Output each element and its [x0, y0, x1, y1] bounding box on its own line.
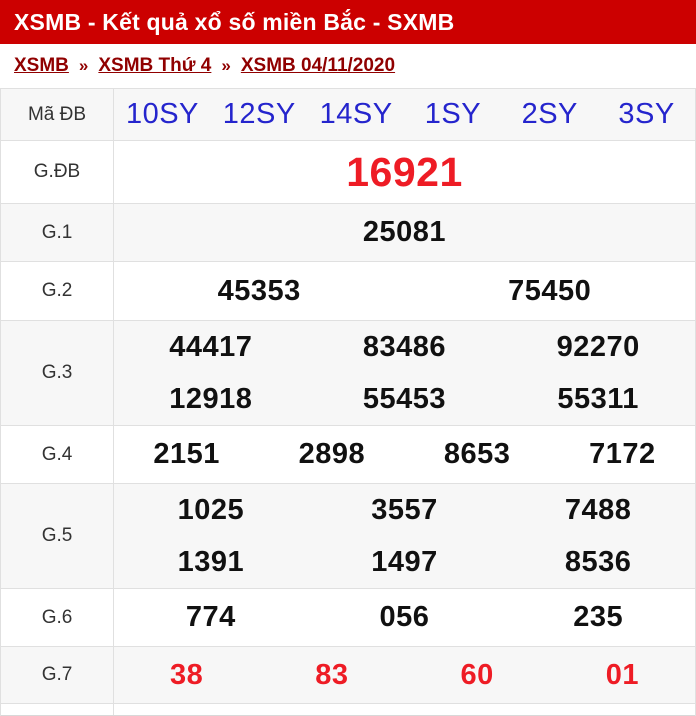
- prize-number-red: 60: [460, 658, 494, 691]
- table-row-g5: G.5 1025 3557 7488 1391 1497 8536: [1, 484, 695, 589]
- special-code: 12SY: [222, 98, 296, 130]
- prize-number: 12918: [169, 382, 253, 415]
- table-row-g6: G.6 774 056 235: [1, 589, 695, 647]
- prize-values: 16921: [114, 141, 695, 203]
- prize-values: 774 056 235: [114, 589, 695, 646]
- code-values: 10SY 12SY 14SY 1SY 2SY 3SY: [114, 89, 695, 140]
- breadcrumb: XSMB » XSMB Thứ 4 » XSMB 04/11/2020: [0, 44, 696, 88]
- prize-number: 1025: [177, 493, 245, 526]
- prize-number: 8536: [564, 545, 632, 578]
- prize-values: 45353 75450: [114, 262, 695, 320]
- prize-number: 55453: [362, 382, 447, 415]
- special-code: 2SY: [521, 98, 578, 130]
- prize-number: 774: [185, 601, 236, 633]
- prize-number: 1391: [177, 545, 245, 578]
- page-title: XSMB - Kết quả xổ số miền Bắc - SXMB: [14, 8, 455, 35]
- prize-values: 25081: [114, 204, 695, 261]
- prize-number: 7172: [589, 438, 656, 470]
- prize-number: 1497: [371, 545, 438, 578]
- breadcrumb-separator-icon: »: [221, 56, 231, 75]
- table-row-partial: [1, 704, 695, 716]
- prize-values: 1025 3557 7488 1391 1497 8536: [114, 484, 695, 588]
- special-code: 1SY: [424, 98, 482, 130]
- prize-number: 55311: [557, 382, 639, 415]
- table-row-gdb: G.ĐB 16921: [1, 141, 695, 204]
- prize-label-g7: G.7: [1, 647, 114, 703]
- prize-number: 235: [573, 601, 624, 633]
- prize-number: 3557: [371, 493, 438, 526]
- special-code: 3SY: [618, 98, 675, 130]
- prize-number: 8653: [443, 438, 511, 470]
- table-row-g2: G.2 45353 75450: [1, 262, 695, 321]
- table-row-ma-db: Mã ĐB 10SY 12SY 14SY 1SY 2SY 3SY: [1, 89, 695, 141]
- prize-number: 2151: [153, 438, 220, 470]
- prize-label-ma-db: Mã ĐB: [1, 89, 114, 140]
- special-code: 14SY: [319, 98, 393, 130]
- prize-label-g3: G.3: [1, 321, 114, 425]
- prize-label-g1: G.1: [1, 204, 114, 261]
- prize-number-red: 83: [315, 658, 349, 691]
- prize-values: 44417 83486 92270 12918 55453 55311: [114, 321, 695, 425]
- partial-values-cell: [114, 704, 695, 715]
- table-row-g4: G.4 2151 2898 8653 7172: [1, 426, 695, 484]
- prize-number: 45353: [217, 274, 301, 307]
- prize-values: 2151 2898 8653 7172: [114, 426, 695, 483]
- prize-label-g2: G.2: [1, 262, 114, 320]
- prize-number: 75450: [508, 274, 592, 307]
- prize-number-red: 38: [169, 658, 204, 691]
- prize-number-special: 16921: [346, 148, 463, 195]
- prize-label-g6: G.6: [1, 589, 114, 646]
- special-code: 10SY: [125, 98, 199, 130]
- results-table: Mã ĐB 10SY 12SY 14SY 1SY 2SY 3SY G.ĐB 16…: [0, 88, 696, 716]
- prize-number: 2898: [298, 438, 366, 470]
- prize-label-gdb: G.ĐB: [1, 141, 114, 203]
- prize-number: 056: [379, 601, 430, 633]
- partial-label-cell: [1, 704, 114, 715]
- prize-label-g5: G.5: [1, 484, 114, 588]
- prize-values: 38 83 60 01: [114, 647, 695, 703]
- prize-number: 44417: [169, 330, 253, 363]
- prize-number: 83486: [362, 330, 447, 363]
- breadcrumb-link-xsmb[interactable]: XSMB: [14, 55, 69, 76]
- prize-number-red: 01: [605, 658, 639, 691]
- prize-number: 92270: [556, 330, 640, 363]
- page-title-bar: XSMB - Kết quả xổ số miền Bắc - SXMB: [0, 0, 696, 44]
- breadcrumb-separator-icon: »: [78, 56, 89, 75]
- prize-number: 25081: [362, 216, 447, 248]
- prize-label-g4: G.4: [1, 426, 114, 483]
- table-row-g1: G.1 25081: [1, 204, 695, 262]
- table-row-g3: G.3 44417 83486 92270 12918 55453 55311: [1, 321, 695, 426]
- table-row-g7: G.7 38 83 60 01: [1, 647, 695, 704]
- breadcrumb-link-xsmb-thu-4[interactable]: XSMB Thứ 4: [98, 55, 212, 76]
- prize-number: 7488: [564, 493, 632, 526]
- breadcrumb-link-xsmb-date[interactable]: XSMB 04/11/2020: [240, 55, 396, 76]
